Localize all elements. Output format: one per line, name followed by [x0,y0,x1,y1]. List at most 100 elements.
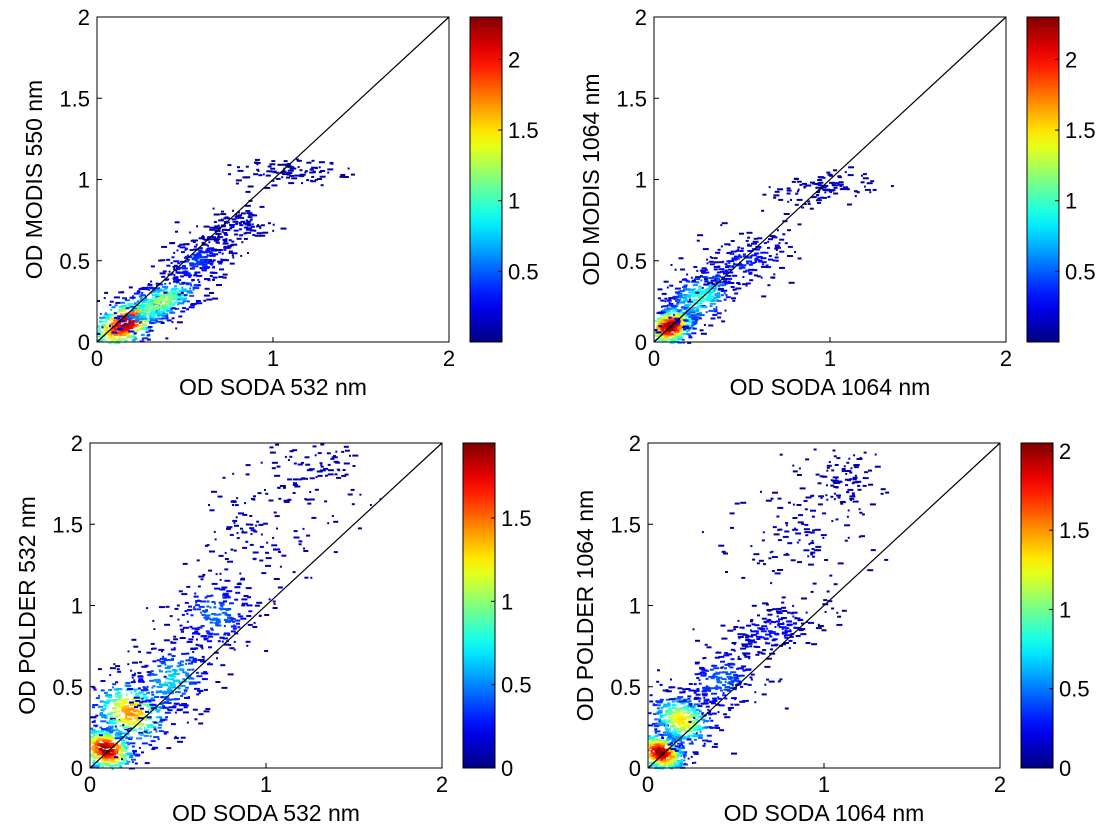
density-point [206,298,213,301]
density-point [710,677,715,680]
density-point [739,667,744,670]
density-point [115,711,118,713]
density-point [771,550,774,553]
density-point [153,736,160,739]
density-point [111,752,117,755]
density-point [170,302,173,305]
density-point [182,671,185,673]
density-point [149,317,153,320]
density-point [666,307,670,310]
density-point [682,688,687,691]
density-point [316,470,323,473]
density-point [152,660,157,663]
density-point [130,309,135,312]
y-tick-label: 0.5 [616,249,647,274]
density-point [149,321,151,324]
density-point [811,548,815,550]
density-point [868,483,874,486]
density-point [669,321,675,324]
density-point [742,276,745,278]
density-point [720,660,725,663]
density-point [157,706,162,709]
density-point [132,710,139,713]
density-point [714,676,718,678]
density-point [722,270,725,273]
density-point [728,268,732,271]
density-point [694,281,700,284]
density-point [670,678,672,681]
density-point [699,269,706,272]
density-point [212,278,215,281]
density-point [766,619,771,622]
density-point [655,732,657,735]
density-point [778,198,784,201]
density-point [137,325,144,328]
density-point [713,672,720,675]
density-point [137,306,142,309]
density-point [673,762,680,765]
density-point [734,292,739,295]
density-point [90,716,97,719]
density-point [678,290,680,293]
density-point [673,745,676,747]
density-point [785,524,788,527]
density-point [196,302,203,305]
density-point [109,325,111,328]
density-point [123,720,126,723]
density-point [667,746,674,749]
density-point [708,295,715,298]
density-point [778,618,783,621]
density-point [685,314,690,317]
density-points [90,443,382,770]
density-point [186,676,191,679]
density-point [844,539,848,542]
density-point [277,486,281,489]
density-point [677,319,681,322]
density-point [90,755,94,758]
density-point [818,495,825,498]
density-point [692,762,694,764]
density-point [156,685,163,688]
density-point [732,288,737,291]
density-point [662,305,668,308]
density-point [666,286,669,289]
density-point [194,259,199,262]
density-point [670,748,677,751]
density-point [128,286,133,289]
density-point [663,731,666,734]
density-point [779,678,783,681]
density-point [708,726,711,729]
density-point [141,288,148,291]
density-point [114,327,117,330]
density-point [706,258,709,261]
density-point [667,739,670,742]
density-point [737,633,742,636]
density-point [161,650,163,653]
density-point [235,516,238,519]
density-point [687,341,692,344]
density-point [739,264,743,267]
colorbar [462,442,496,769]
density-point [716,680,721,683]
density-point [254,234,261,237]
density-point [832,184,839,187]
density-point [680,741,685,744]
density-point [137,715,140,718]
density-point [104,324,110,327]
density-point [741,576,746,579]
density-point [185,662,188,665]
density-point [667,331,671,334]
density-point [186,721,189,724]
density-point [192,288,195,291]
density-point [792,464,795,467]
density-point [116,668,120,671]
density-point [124,712,128,715]
density-point [727,707,734,709]
density-point [670,326,673,329]
density-point [159,304,163,307]
density-point [693,698,699,700]
density-point [147,725,153,728]
density-point [213,221,217,223]
density-point [138,317,145,320]
density-point [866,182,873,185]
